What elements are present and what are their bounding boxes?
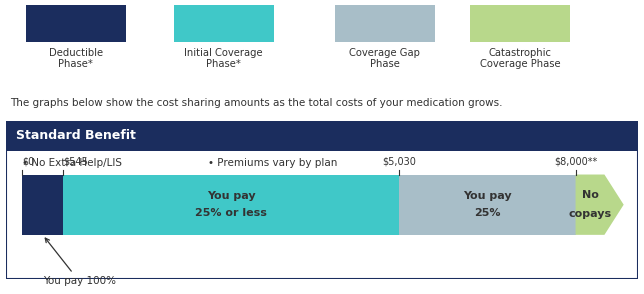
FancyBboxPatch shape <box>6 121 638 151</box>
FancyBboxPatch shape <box>174 5 274 42</box>
Text: Initial Coverage
Phase*: Initial Coverage Phase* <box>184 48 263 69</box>
Text: 25%: 25% <box>474 208 500 218</box>
Text: You pay: You pay <box>207 191 256 201</box>
Text: No: No <box>582 190 598 200</box>
Text: • No Extra Help/LIS: • No Extra Help/LIS <box>22 158 122 168</box>
FancyBboxPatch shape <box>63 175 399 235</box>
FancyBboxPatch shape <box>399 175 576 235</box>
Text: You pay: You pay <box>463 191 512 201</box>
Text: $0: $0 <box>22 157 35 167</box>
Text: copays: copays <box>569 209 612 219</box>
Text: The graphs below show the cost sharing amounts as the total costs of your medica: The graphs below show the cost sharing a… <box>10 98 502 108</box>
FancyBboxPatch shape <box>470 5 570 42</box>
FancyBboxPatch shape <box>6 121 638 279</box>
Text: $5,030: $5,030 <box>383 157 416 167</box>
Text: $8,000**: $8,000** <box>554 157 597 167</box>
Text: Standard Benefit: Standard Benefit <box>16 129 136 142</box>
Text: You pay 100%: You pay 100% <box>43 238 116 286</box>
FancyBboxPatch shape <box>26 5 126 42</box>
FancyBboxPatch shape <box>335 5 435 42</box>
FancyBboxPatch shape <box>22 175 63 235</box>
Polygon shape <box>576 175 623 235</box>
Text: Coverage Gap
Phase: Coverage Gap Phase <box>349 48 421 69</box>
Text: • Premiums vary by plan: • Premiums vary by plan <box>209 158 337 168</box>
Text: $545: $545 <box>63 157 88 167</box>
Text: Deductible
Phase*: Deductible Phase* <box>48 48 103 69</box>
Text: 25% or less: 25% or less <box>195 208 267 218</box>
Text: Catastrophic
Coverage Phase: Catastrophic Coverage Phase <box>480 48 560 69</box>
